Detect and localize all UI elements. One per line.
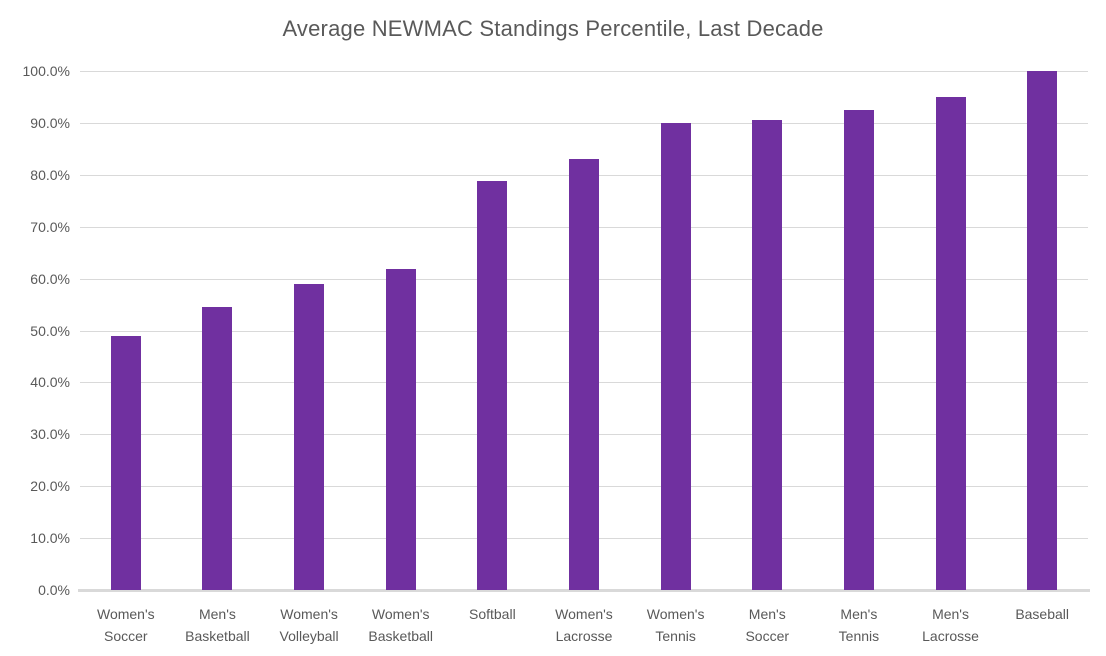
x-tick-label: Men's Basketball — [185, 606, 250, 644]
plot-area — [78, 71, 1090, 592]
y-tick-label: 40.0% — [30, 374, 70, 391]
x-tick-label: Men's Lacrosse — [922, 606, 979, 644]
x-axis-line — [78, 589, 1090, 592]
y-tick-label: 50.0% — [30, 322, 70, 339]
x-tick-label: Softball — [468, 606, 516, 622]
x-tick-label: Women's Basketball — [368, 606, 434, 644]
gridline — [80, 122, 1088, 124]
bar-men-s-basketball — [202, 307, 233, 590]
y-tick-label: 80.0% — [30, 166, 70, 183]
y-tick-label: 0.0% — [38, 582, 70, 598]
bar-men-s-tennis — [843, 109, 874, 590]
bar-women-s-soccer — [110, 335, 141, 590]
bar-baseball — [1027, 71, 1058, 590]
chart-title: Average NEWMAC Standings Percentile, Las… — [282, 16, 824, 41]
x-tick-label: Men's Soccer — [745, 606, 790, 644]
y-tick-label: 70.0% — [30, 218, 70, 235]
bar-men-s-lacrosse — [935, 96, 966, 590]
y-tick-label: 90.0% — [30, 114, 70, 131]
bar-women-s-volleyball — [294, 283, 325, 590]
y-tick-label: 10.0% — [30, 530, 70, 547]
x-tick-label: Baseball — [1015, 606, 1070, 622]
x-tick-label: Men's Tennis — [838, 606, 880, 644]
bar-women-s-lacrosse — [569, 159, 599, 590]
x-tick-label: Women's Lacrosse — [555, 606, 613, 644]
x-tick-label: Women's Soccer — [96, 606, 155, 644]
gridline — [80, 71, 1088, 72]
bar-softball — [477, 181, 508, 590]
bar-women-s-tennis — [660, 123, 691, 590]
bar-men-s-soccer — [752, 120, 783, 590]
y-tick-label: 60.0% — [30, 270, 70, 287]
y-tick-label: 30.0% — [30, 426, 70, 443]
x-tick-label: Women's Tennis — [646, 606, 705, 644]
y-tick-label: 20.0% — [30, 478, 70, 495]
bar-women-s-basketball — [385, 269, 416, 590]
y-tick-label: 100.0% — [22, 63, 70, 79]
x-tick-label: Women's Volleyball — [279, 606, 339, 644]
